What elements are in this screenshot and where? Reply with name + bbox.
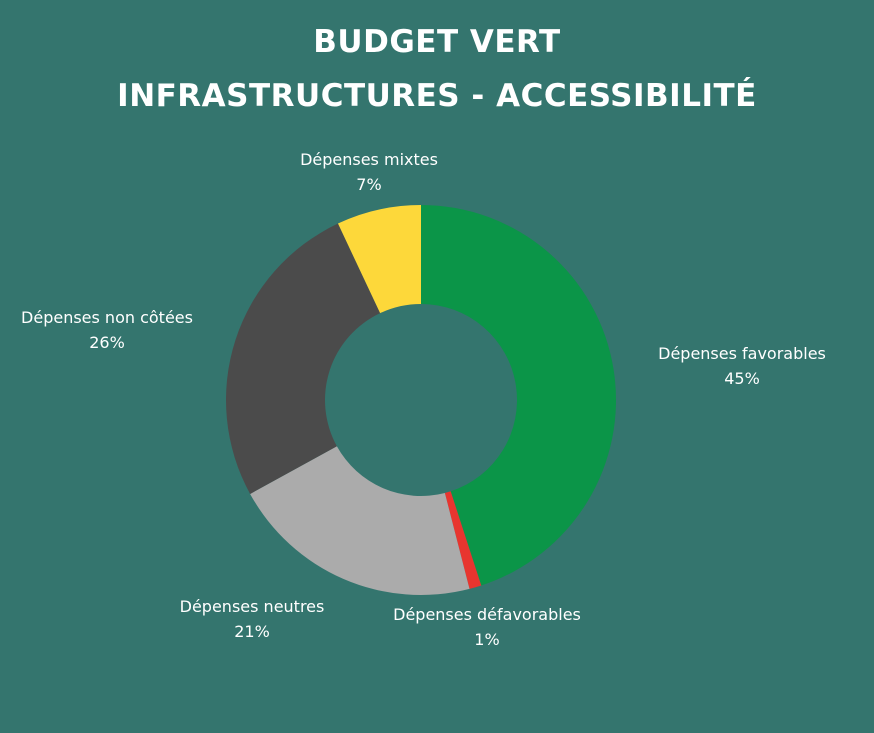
chart-title-line-2: INFRASTRUCTURES - ACCESSIBILITÉ xyxy=(117,78,757,114)
slice-label-mixtes-value: 7% xyxy=(356,175,382,194)
chart-title-line-1: BUDGET VERT xyxy=(313,24,561,60)
slice-label-neutres-name: Dépenses neutres xyxy=(179,597,325,616)
slice-label-non-cotees: Dépenses non côtées 26% xyxy=(21,305,193,355)
slice-label-favorables: Dépenses favorables 45% xyxy=(658,341,826,391)
slice-label-mixtes-name: Dépenses mixtes xyxy=(300,150,438,169)
donut-slice-favorables xyxy=(421,205,616,586)
donut-slice-neutres xyxy=(250,446,470,595)
slice-label-neutres-value: 21% xyxy=(234,622,270,641)
donut-slice-non-cotees xyxy=(226,223,381,494)
slice-label-non-cotees-name: Dépenses non côtées xyxy=(21,308,193,327)
slice-label-defavorables-name: Dépenses défavorables xyxy=(393,605,581,624)
slice-label-defavorables: Dépenses défavorables 1% xyxy=(393,602,581,652)
slice-label-mixtes: Dépenses mixtes 7% xyxy=(300,147,438,197)
slice-label-favorables-name: Dépenses favorables xyxy=(658,344,826,363)
donut-slice-defavorables xyxy=(444,491,482,589)
slice-label-favorables-value: 45% xyxy=(724,369,760,388)
slice-label-neutres: Dépenses neutres 21% xyxy=(180,594,325,644)
slice-label-defavorables-value: 1% xyxy=(474,630,500,649)
donut-slice-mixtes xyxy=(337,205,421,314)
slice-label-non-cotees-value: 26% xyxy=(89,333,125,352)
